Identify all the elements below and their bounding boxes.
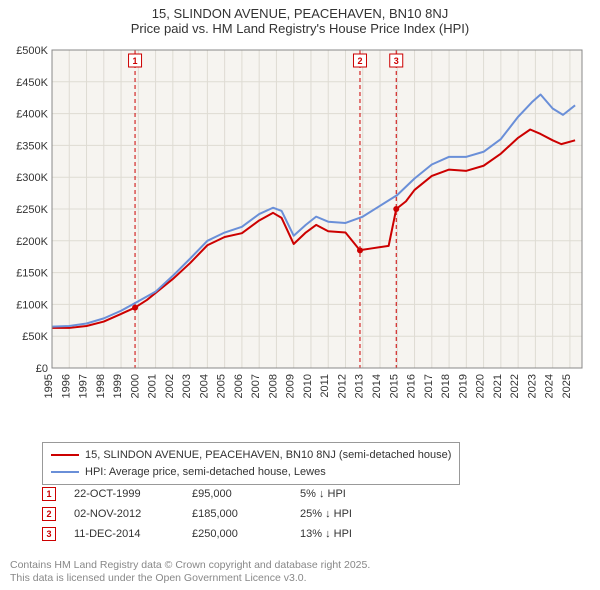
x-tick-label: 2022 <box>509 374 521 398</box>
x-tick-label: 2008 <box>267 374 279 398</box>
x-tick-label: 2006 <box>233 374 245 398</box>
x-tick-label: 1996 <box>60 374 72 398</box>
x-tick-label: 1998 <box>95 374 107 398</box>
attribution: Contains HM Land Registry data © Crown c… <box>10 559 370 586</box>
sale-date: 02-NOV-2012 <box>74 508 174 520</box>
sales-table: 1 22-OCT-1999 £95,000 5% ↓ HPI 2 02-NOV-2012 £… <box>42 484 352 544</box>
x-tick-label: 2014 <box>371 374 383 398</box>
y-tick-label: £400K <box>16 109 48 121</box>
x-tick-label: 2002 <box>164 374 176 398</box>
x-tick-label: 2012 <box>336 374 348 398</box>
legend: 15, SLINDON AVENUE, PEACEHAVEN, BN10 8NJ… <box>42 442 460 485</box>
x-tick-label: 2005 <box>216 374 228 398</box>
x-tick-label: 2001 <box>147 374 159 398</box>
y-tick-label: £150K <box>16 268 48 280</box>
sale-marker-label: 3 <box>394 56 399 66</box>
x-tick-label: 2007 <box>250 374 262 398</box>
sale-marker-label: 1 <box>133 56 138 66</box>
y-tick-label: £450K <box>16 77 48 89</box>
legend-label: 15, SLINDON AVENUE, PEACEHAVEN, BN10 8NJ… <box>85 447 451 464</box>
attribution-line1: Contains HM Land Registry data © Crown c… <box>10 559 370 573</box>
sale-price: £185,000 <box>192 508 282 520</box>
sale-date: 22-OCT-1999 <box>74 488 174 500</box>
sale-row: 3 11-DEC-2014 £250,000 13% ↓ HPI <box>42 524 352 544</box>
x-tick-label: 2020 <box>475 374 487 398</box>
y-tick-label: £100K <box>16 299 48 311</box>
sale-date: 11-DEC-2014 <box>74 528 174 540</box>
sale-row: 2 02-NOV-2012 £185,000 25% ↓ HPI <box>42 504 352 524</box>
x-tick-label: 2019 <box>457 374 469 398</box>
x-tick-label: 2025 <box>561 374 573 398</box>
sale-price: £95,000 <box>192 488 282 500</box>
x-tick-label: 2000 <box>129 374 141 398</box>
x-tick-label: 2004 <box>198 374 210 398</box>
legend-label: HPI: Average price, semi-detached house,… <box>85 464 326 481</box>
x-tick-label: 2010 <box>302 374 314 398</box>
x-tick-label: 2021 <box>492 374 504 398</box>
legend-swatch <box>51 454 79 456</box>
x-tick-label: 2015 <box>388 374 400 398</box>
y-tick-label: £300K <box>16 172 48 184</box>
legend-swatch <box>51 471 79 473</box>
x-tick-label: 2018 <box>440 374 452 398</box>
x-tick-label: 2023 <box>526 374 538 398</box>
title-line1: 15, SLINDON AVENUE, PEACEHAVEN, BN10 8NJ <box>0 6 600 21</box>
title-line2: Price paid vs. HM Land Registry's House … <box>0 21 600 36</box>
y-tick-label: £250K <box>16 204 48 216</box>
x-tick-label: 1997 <box>78 374 90 398</box>
sale-marker-label: 2 <box>357 56 362 66</box>
y-tick-label: £350K <box>16 140 48 152</box>
x-tick-label: 2017 <box>423 374 435 398</box>
sale-marker-box: 1 <box>42 487 56 501</box>
sale-diff: 25% ↓ HPI <box>300 508 352 520</box>
sale-diff: 13% ↓ HPI <box>300 528 352 540</box>
x-tick-label: 2003 <box>181 374 193 398</box>
y-tick-label: £500K <box>16 45 48 57</box>
x-tick-label: 2011 <box>319 374 331 398</box>
y-tick-label: £50K <box>22 331 48 343</box>
y-tick-label: £200K <box>16 236 48 248</box>
x-tick-label: 2024 <box>544 374 556 398</box>
legend-item: 15, SLINDON AVENUE, PEACEHAVEN, BN10 8NJ… <box>51 447 451 464</box>
legend-item: HPI: Average price, semi-detached house,… <box>51 464 451 481</box>
x-tick-label: 1999 <box>112 374 124 398</box>
x-tick-label: 2013 <box>354 374 366 398</box>
sale-diff: 5% ↓ HPI <box>300 488 346 500</box>
sale-marker-box: 2 <box>42 507 56 521</box>
chart-title: 15, SLINDON AVENUE, PEACEHAVEN, BN10 8NJ… <box>0 0 600 36</box>
sale-marker-box: 3 <box>42 527 56 541</box>
attribution-line2: This data is licensed under the Open Gov… <box>10 572 370 586</box>
sale-row: 1 22-OCT-1999 £95,000 5% ↓ HPI <box>42 484 352 504</box>
price-chart: £0 £50K £100K £150K £200K £250K £300K £350K £400… <box>10 44 590 404</box>
y-tick-label: £0 <box>36 363 48 375</box>
x-tick-label: 2009 <box>285 374 297 398</box>
x-tick-label: 2016 <box>406 374 418 398</box>
sale-price: £250,000 <box>192 528 282 540</box>
x-tick-label: 1995 <box>43 374 55 398</box>
